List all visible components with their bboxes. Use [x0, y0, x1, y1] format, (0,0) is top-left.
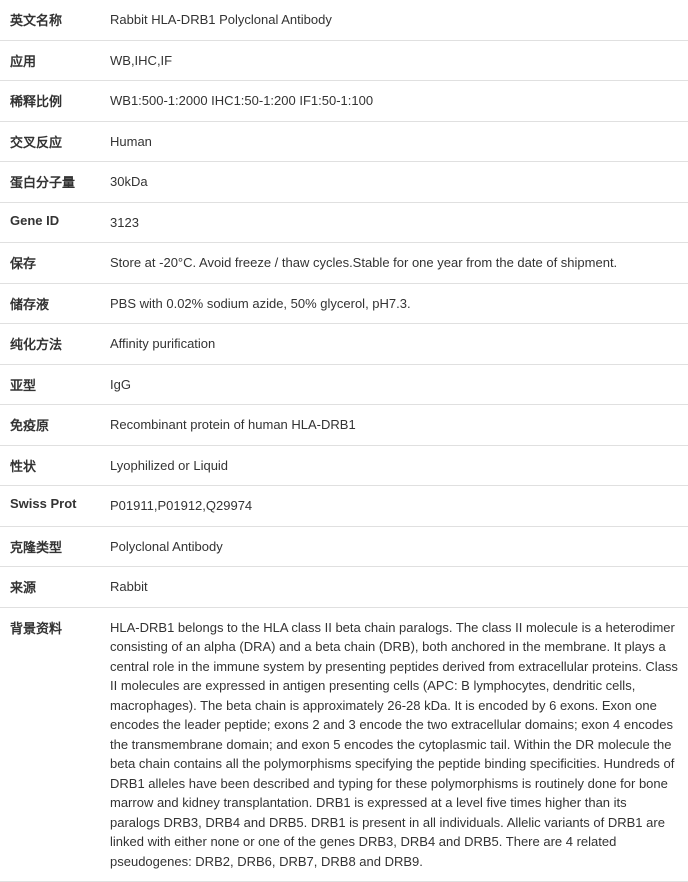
table-row: 纯化方法 Affinity purification [0, 324, 688, 365]
row-label: 稀释比例 [0, 81, 110, 122]
table-row: 来源 Rabbit [0, 567, 688, 608]
table-row: 克隆类型 Polyclonal Antibody [0, 526, 688, 567]
table-row: 稀释比例 WB1:500-1:2000 IHC1:50-1:200 IF1:50… [0, 81, 688, 122]
row-value: Lyophilized or Liquid [110, 445, 688, 486]
row-label: 纯化方法 [0, 324, 110, 365]
row-value: 3123 [110, 202, 688, 243]
row-value: Polyclonal Antibody [110, 526, 688, 567]
row-value: P01911,P01912,Q29974 [110, 486, 688, 527]
row-label: Swiss Prot [0, 486, 110, 527]
row-value: Store at -20°C. Avoid freeze / thaw cycl… [110, 243, 688, 284]
table-row: 英文名称 Rabbit HLA-DRB1 Polyclonal Antibody [0, 0, 688, 40]
row-value: Rabbit [110, 567, 688, 608]
row-label: Gene ID [0, 202, 110, 243]
row-value: 30kDa [110, 162, 688, 203]
row-value: WB1:500-1:2000 IHC1:50-1:200 IF1:50-1:10… [110, 81, 688, 122]
spec-table: 英文名称 Rabbit HLA-DRB1 Polyclonal Antibody… [0, 0, 688, 882]
table-row: 交叉反应 Human [0, 121, 688, 162]
row-label: 来源 [0, 567, 110, 608]
row-label: 性状 [0, 445, 110, 486]
row-label: 克隆类型 [0, 526, 110, 567]
table-row: 免疫原 Recombinant protein of human HLA-DRB… [0, 405, 688, 446]
row-value: IgG [110, 364, 688, 405]
row-label: 英文名称 [0, 0, 110, 40]
table-row: Gene ID 3123 [0, 202, 688, 243]
row-label: 保存 [0, 243, 110, 284]
row-value: HLA-DRB1 belongs to the HLA class II bet… [110, 607, 688, 882]
table-row: Swiss Prot P01911,P01912,Q29974 [0, 486, 688, 527]
spec-table-body: 英文名称 Rabbit HLA-DRB1 Polyclonal Antibody… [0, 0, 688, 882]
row-label: 交叉反应 [0, 121, 110, 162]
row-label: 储存液 [0, 283, 110, 324]
table-row: 亚型 IgG [0, 364, 688, 405]
table-row: 储存液 PBS with 0.02% sodium azide, 50% gly… [0, 283, 688, 324]
row-value: Human [110, 121, 688, 162]
row-label: 背景资料 [0, 607, 110, 882]
table-row: 应用 WB,IHC,IF [0, 40, 688, 81]
table-row: 保存 Store at -20°C. Avoid freeze / thaw c… [0, 243, 688, 284]
row-value: WB,IHC,IF [110, 40, 688, 81]
row-value: PBS with 0.02% sodium azide, 50% glycero… [110, 283, 688, 324]
row-value: Affinity purification [110, 324, 688, 365]
table-row: 背景资料 HLA-DRB1 belongs to the HLA class I… [0, 607, 688, 882]
row-label: 免疫原 [0, 405, 110, 446]
row-value: Recombinant protein of human HLA-DRB1 [110, 405, 688, 446]
row-label: 应用 [0, 40, 110, 81]
row-label: 亚型 [0, 364, 110, 405]
table-row: 蛋白分子量 30kDa [0, 162, 688, 203]
row-value: Rabbit HLA-DRB1 Polyclonal Antibody [110, 0, 688, 40]
table-row: 性状 Lyophilized or Liquid [0, 445, 688, 486]
row-label: 蛋白分子量 [0, 162, 110, 203]
